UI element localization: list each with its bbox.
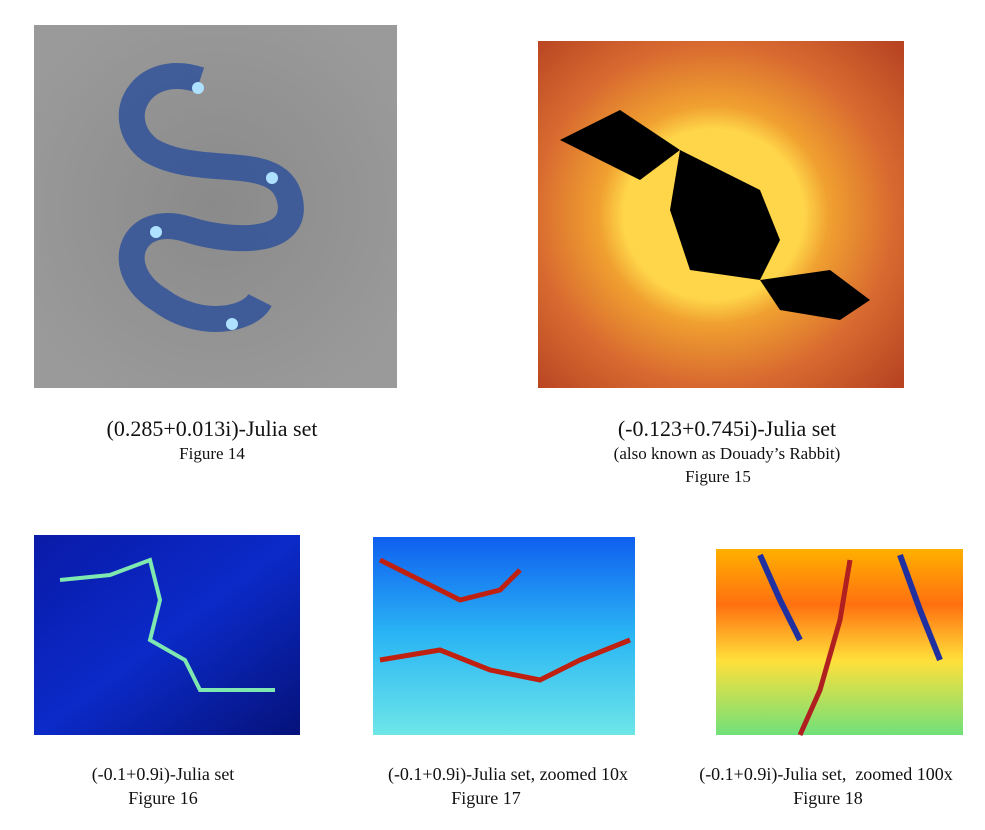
figure-note: (also known as Douady’s Rabbit) — [613, 444, 841, 463]
figure-14-image — [34, 25, 397, 388]
figure-label: Figure 17 — [451, 788, 521, 808]
figure-caption: (-0.1+0.9i)-Julia set, zoomed 100x — [699, 764, 953, 784]
figure-15-image — [538, 41, 904, 388]
figure-label: Figure 16 — [128, 788, 198, 808]
figure-label: Figure 18 — [793, 788, 863, 808]
figure-16-image — [34, 535, 300, 735]
figure-caption: (-0.1+0.9i)-Julia set, zoomed 10x — [387, 764, 629, 784]
figure-label: Figure 15 — [685, 467, 751, 486]
figure-caption: (0.285+0.013i)-Julia set — [106, 416, 318, 441]
figure-caption: (-0.123+0.745i)-Julia set — [617, 416, 837, 441]
figure-18-image — [716, 549, 963, 737]
figure-label: Figure 14 — [179, 444, 245, 463]
figure-17-image — [373, 537, 635, 735]
figure-caption: (-0.1+0.9i)-Julia set — [91, 764, 235, 784]
